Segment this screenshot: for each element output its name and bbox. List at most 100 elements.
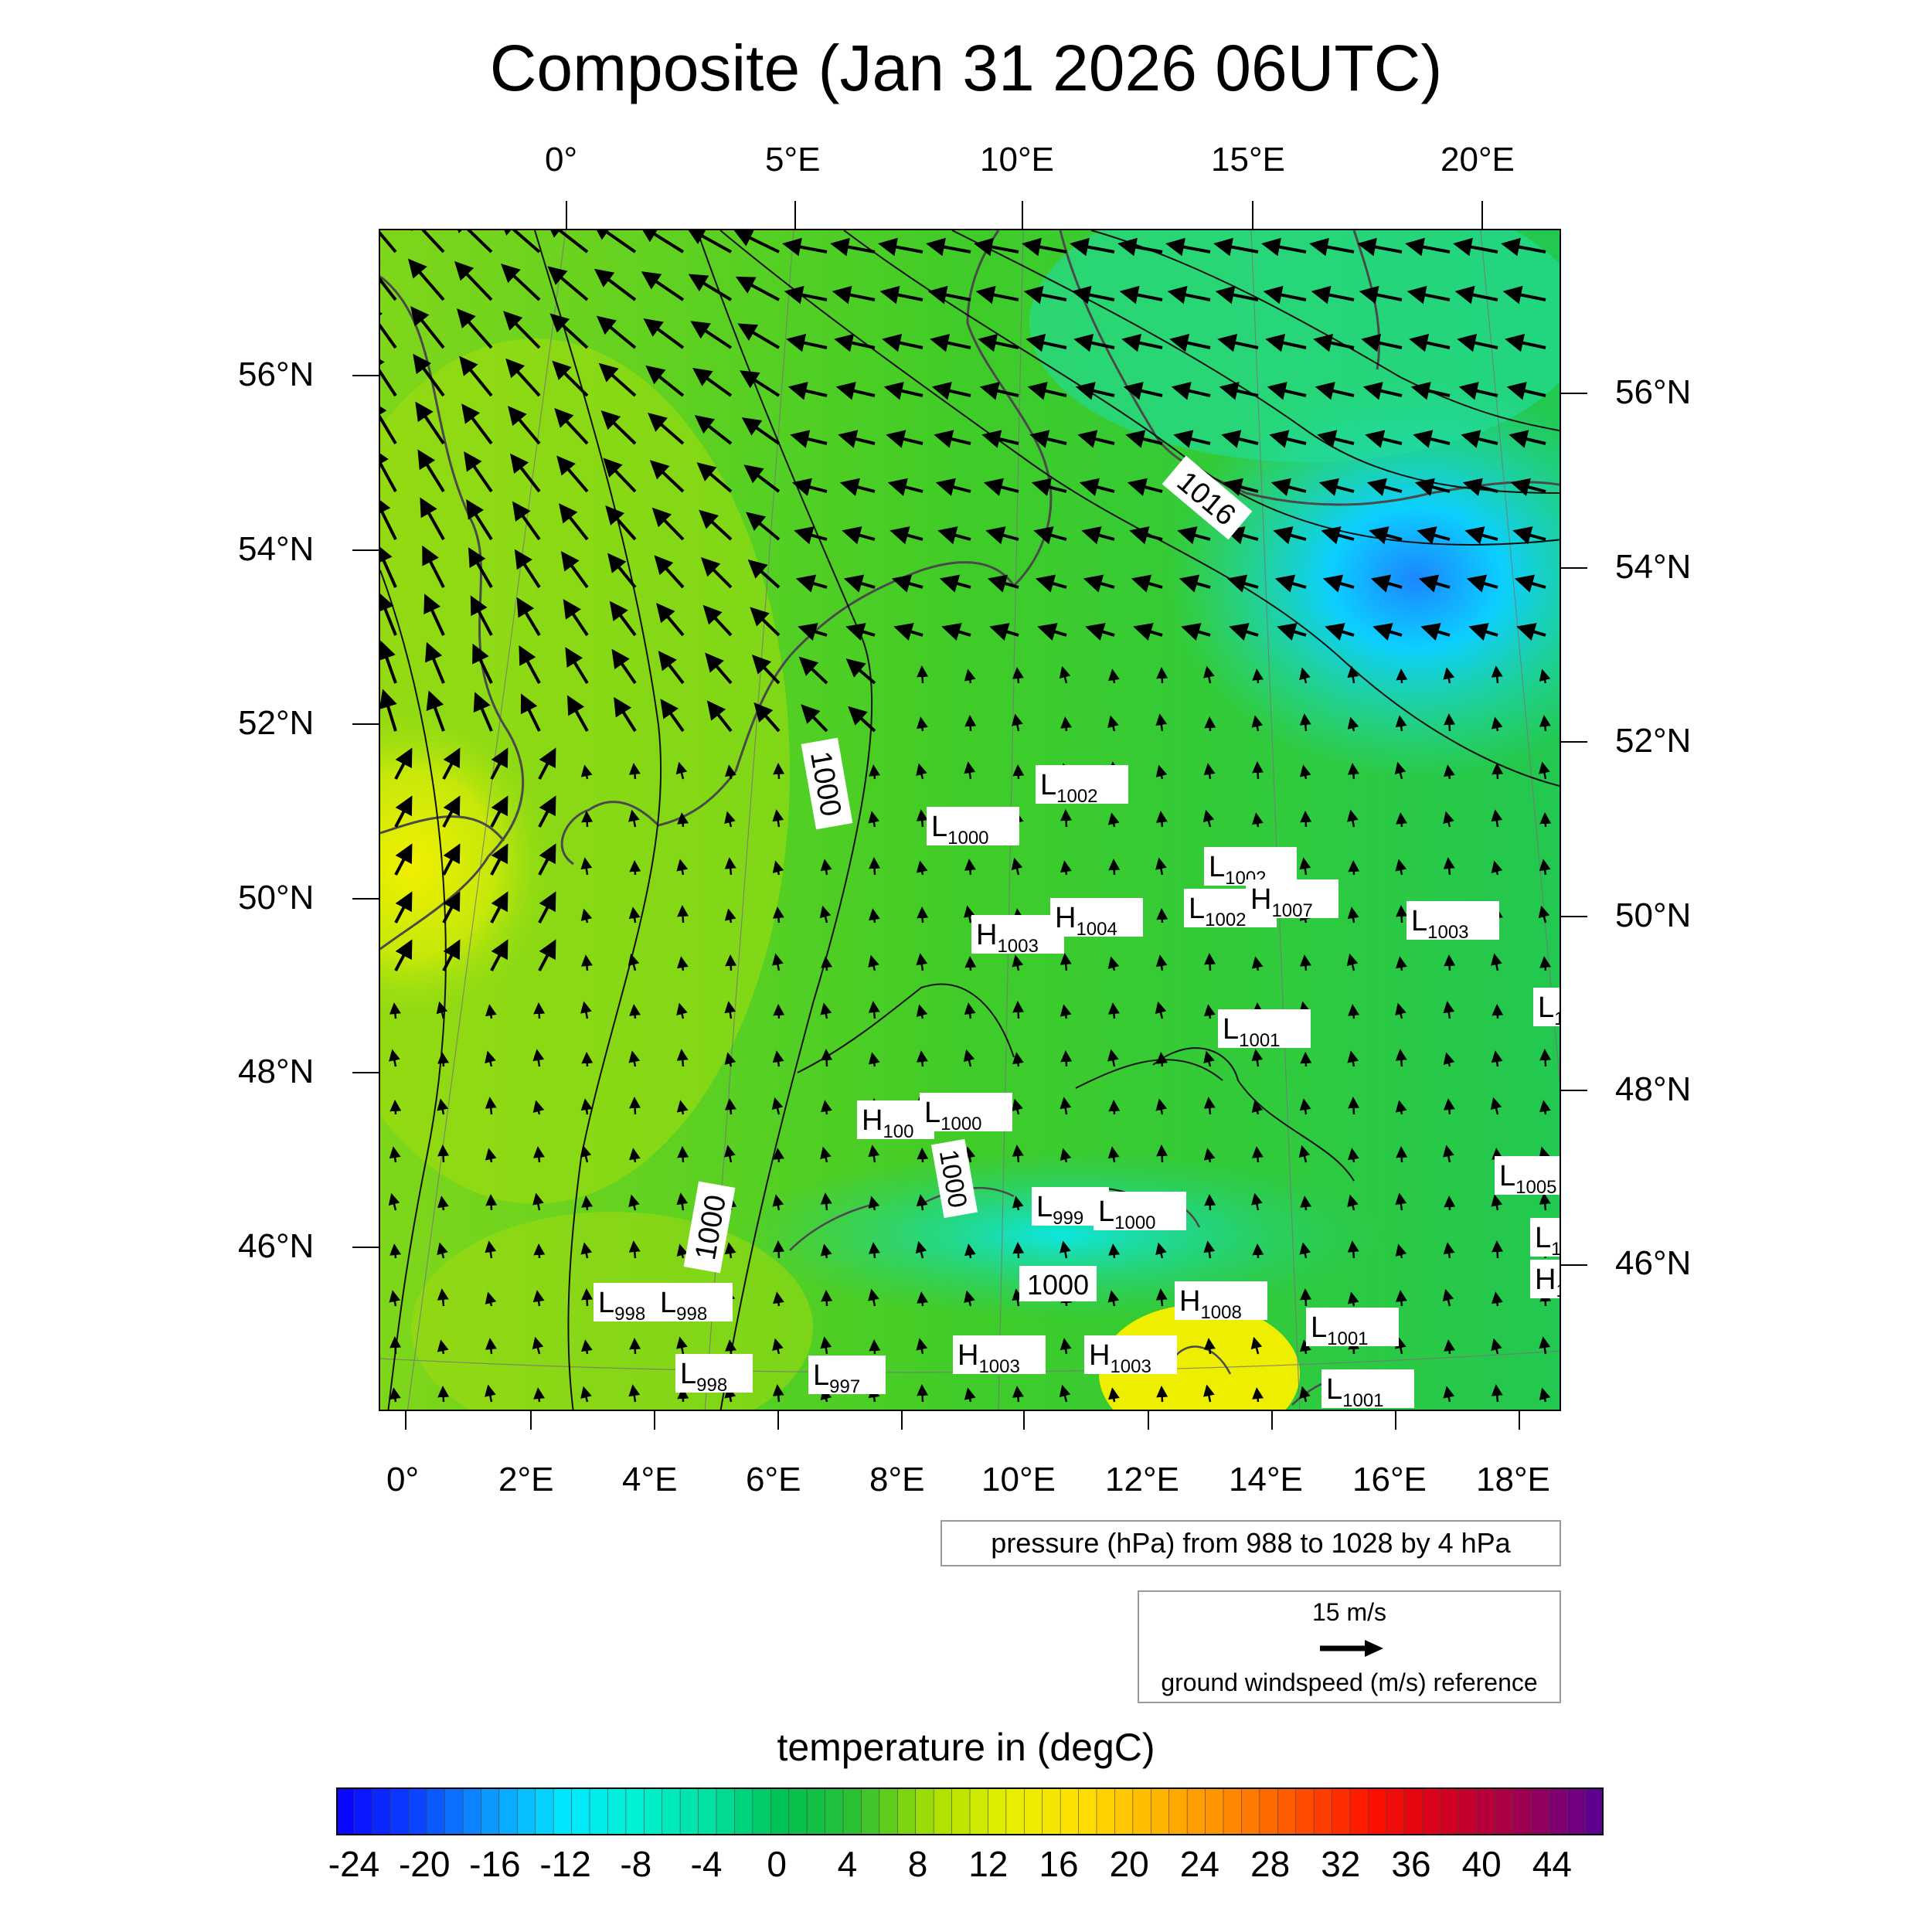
wind-vector bbox=[485, 1291, 497, 1307]
wind-vector bbox=[735, 276, 780, 301]
wind-vector bbox=[1060, 1148, 1072, 1163]
pressure-center-low: L1000 bbox=[927, 807, 1019, 849]
weather-map[interactable]: 1016 1000 1000 1000 1000 L1002 L1000 L1002… bbox=[379, 229, 1561, 1411]
wind-vector bbox=[1250, 1336, 1263, 1355]
colorbar-tick-label: 20 bbox=[1109, 1844, 1149, 1884]
colorbar-cell bbox=[988, 1787, 1007, 1835]
wind-vector bbox=[916, 1194, 928, 1211]
wind-vector bbox=[843, 574, 876, 593]
right-lat-label-56n: 56°N bbox=[1615, 373, 1692, 411]
wind-vector bbox=[1155, 1098, 1168, 1115]
wind-vector bbox=[917, 1384, 929, 1403]
wind-vector bbox=[1299, 1386, 1311, 1403]
wind-vector bbox=[845, 623, 876, 641]
wind-vector bbox=[1454, 285, 1498, 304]
wind-vector bbox=[1073, 333, 1115, 352]
left-lat-label-56n: 56°N bbox=[238, 355, 315, 393]
wind-vector bbox=[1539, 956, 1552, 971]
wind-vector bbox=[459, 355, 493, 397]
wind-vector bbox=[1177, 526, 1211, 545]
wind-vector bbox=[1347, 1050, 1359, 1067]
right-lat-label-52n: 52°N bbox=[1615, 722, 1692, 760]
wind-vector bbox=[512, 501, 541, 541]
wind-vector bbox=[838, 430, 876, 448]
wind-vector bbox=[1155, 1242, 1167, 1259]
wind-vector bbox=[1395, 1002, 1406, 1019]
wind-vector bbox=[380, 351, 397, 397]
wind-vector bbox=[1491, 1050, 1503, 1067]
wind-vector bbox=[931, 382, 971, 400]
wind-vector bbox=[628, 1050, 641, 1067]
right-lat-label-48n: 48°N bbox=[1615, 1070, 1692, 1108]
temperature-colorbar bbox=[336, 1787, 1604, 1835]
wind-vector bbox=[1348, 1004, 1360, 1019]
wind-vector bbox=[559, 503, 589, 541]
colorbar-cell bbox=[1349, 1787, 1369, 1835]
wind-vector bbox=[964, 761, 976, 780]
wind-vector bbox=[519, 645, 541, 684]
wind-vector bbox=[1221, 430, 1259, 448]
wind-vector bbox=[451, 230, 493, 253]
wind-vector bbox=[772, 1194, 784, 1211]
wind-vector bbox=[380, 592, 397, 636]
wind-vector bbox=[1252, 761, 1264, 780]
wind-vector bbox=[869, 764, 881, 780]
wind-vector bbox=[1267, 382, 1307, 400]
colorbar-cell bbox=[969, 1787, 989, 1835]
colorbar-cell bbox=[1223, 1787, 1243, 1835]
wind-vector bbox=[821, 956, 833, 971]
wind-vector bbox=[473, 692, 493, 732]
wind-vector bbox=[1491, 1338, 1502, 1355]
wind-vector bbox=[1443, 811, 1454, 828]
pressure-center-high: H1006 bbox=[1530, 1260, 1560, 1301]
colorbar-cell bbox=[1132, 1787, 1152, 1835]
wind-vector bbox=[1491, 953, 1502, 971]
colorbar-cell bbox=[825, 1787, 844, 1835]
wind-vector bbox=[580, 1145, 592, 1163]
wind-vector bbox=[389, 1336, 402, 1355]
pressure-center-low: L10 bbox=[1533, 988, 1560, 1029]
wind-vector bbox=[1538, 905, 1550, 923]
wind-vector bbox=[916, 1338, 928, 1355]
wind-vector bbox=[887, 478, 923, 496]
bottom-tick bbox=[901, 1411, 903, 1430]
wind-vector bbox=[820, 1002, 832, 1019]
wind-vector bbox=[485, 1004, 497, 1019]
wind-vector bbox=[702, 604, 733, 637]
colorbar-tick-label: 36 bbox=[1391, 1844, 1431, 1884]
colorbar-tick-label: 40 bbox=[1461, 1844, 1502, 1884]
wind-vector bbox=[676, 1002, 688, 1019]
wind-vector bbox=[916, 716, 928, 732]
colorbar-cell bbox=[896, 1787, 917, 1835]
wind-vector bbox=[889, 526, 923, 545]
colorbar-cell bbox=[553, 1787, 573, 1835]
colorbar-cell bbox=[879, 1787, 899, 1835]
colorbar-cell bbox=[1530, 1787, 1550, 1835]
wind-vector bbox=[549, 313, 589, 349]
wind-vector bbox=[1443, 1386, 1455, 1403]
colorbar-cell bbox=[679, 1787, 699, 1835]
wind-vector bbox=[1251, 956, 1264, 971]
wind-vector bbox=[782, 237, 828, 257]
wind-vector bbox=[979, 382, 1019, 400]
pressure-center-low: L1005 bbox=[1495, 1156, 1560, 1198]
wind-vector bbox=[380, 304, 397, 349]
svg-text:L999: L999 bbox=[1036, 1191, 1083, 1229]
wind-vector bbox=[916, 1050, 928, 1067]
wind-vector bbox=[1173, 430, 1211, 448]
wind-vector bbox=[426, 690, 445, 732]
wind-vector bbox=[1322, 574, 1355, 593]
wind-vector bbox=[1252, 1243, 1264, 1259]
wind-vector bbox=[388, 1192, 400, 1211]
wind-vector bbox=[1512, 526, 1546, 545]
wind-vector bbox=[1366, 478, 1403, 496]
wind-vector bbox=[676, 1192, 689, 1211]
wind-vector bbox=[545, 230, 589, 253]
wind-vector bbox=[1300, 1052, 1312, 1067]
wind-vector bbox=[787, 382, 828, 400]
wind-vector bbox=[628, 953, 640, 971]
wind-vector bbox=[490, 747, 509, 780]
colorbar-cell bbox=[1476, 1787, 1496, 1835]
wind-vector bbox=[964, 1243, 976, 1259]
wind-vector bbox=[677, 1387, 689, 1403]
